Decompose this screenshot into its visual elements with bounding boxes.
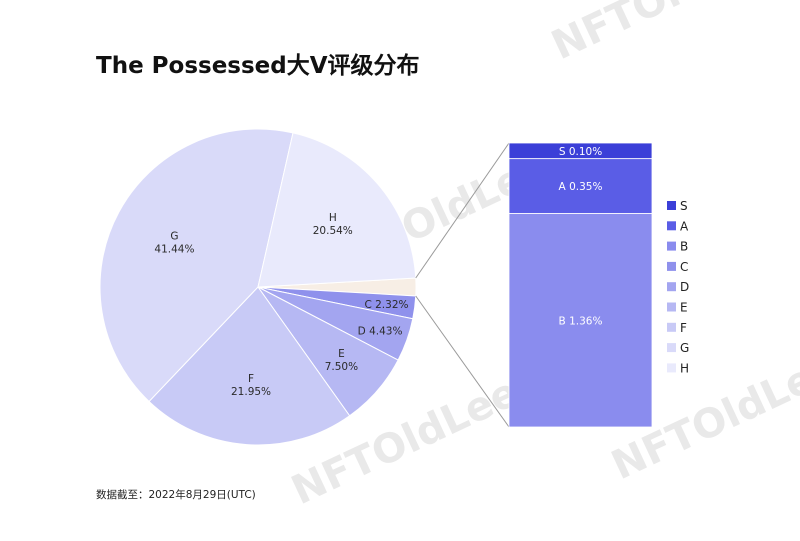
legend-swatch-s [667, 201, 676, 210]
legend-swatch-h [667, 363, 676, 373]
bar-label-b: B 1.36% [559, 315, 603, 327]
bar-label-a: A 0.35% [559, 181, 603, 193]
data-date-footnote: 数据截至：2022年8月29日(UTC) [96, 489, 256, 501]
slice-label-d: D 4.43% [358, 325, 403, 337]
bar-label-s: S 0.10% [559, 146, 602, 158]
connector-bottom [415, 295, 510, 428]
legend-label-f: F [680, 321, 687, 335]
pie-slice-h [257, 132, 417, 288]
legend-label-b: B [680, 240, 688, 254]
slice-label-f: F 21.95% [231, 373, 271, 398]
breakout-bar: S 0.10% A 0.35% B 1.36% [508, 142, 653, 428]
slice-label-e: E 7.50% [325, 348, 358, 373]
legend-swatch-e [667, 302, 676, 312]
watermark-text: NFTOldLee [545, 0, 786, 69]
legend-label-h: H [680, 361, 689, 375]
legend-label-c: C [680, 260, 688, 274]
legend-label-s: S [680, 199, 688, 213]
pie-slices [99, 128, 417, 446]
breakout-connectors [415, 142, 510, 428]
legend-label-a: A [680, 219, 689, 233]
pie-slice-f [148, 286, 351, 446]
legend-swatch-a [667, 221, 676, 231]
legend-label-d: D [680, 280, 689, 294]
slice-label-c: C 2.32% [364, 299, 408, 311]
legend-swatch-d [667, 282, 676, 292]
slice-labels: C 2.32% D 4.43%E 7.50% F 21.95% G 41.44% H 20.54… [154, 212, 408, 398]
pie-slice-g [99, 128, 294, 403]
legend-swatch-f [667, 322, 676, 332]
legend-swatch-g [667, 343, 676, 353]
bar-segment-b [508, 213, 653, 428]
legend-swatch-c [667, 261, 676, 271]
slice-label-g: G 41.44% [154, 231, 194, 256]
slice-label-h: H 20.54% [313, 212, 353, 237]
connector-top [415, 142, 510, 279]
chart-title: The Possessed大V评级分布 [96, 53, 420, 79]
bar-segment-a [508, 158, 653, 215]
legend-label-g: G [680, 341, 689, 355]
legend-label-e: E [680, 301, 688, 315]
legend-swatch-b [667, 241, 676, 251]
